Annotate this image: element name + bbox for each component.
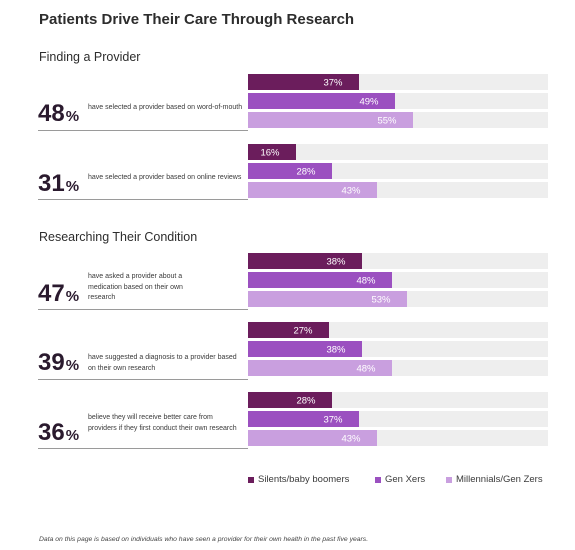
- legend-item-genx: Gen Xers: [375, 474, 425, 485]
- divider: [38, 309, 248, 310]
- legend-swatch: [446, 476, 452, 483]
- stat-description-1: have selected a provider based on word-o…: [88, 104, 243, 111]
- legend-swatch: [248, 476, 254, 483]
- data-label: 27%: [293, 326, 313, 337]
- page-title: Patients Drive Their Care Through Resear…: [39, 11, 355, 28]
- data-label: 16%: [260, 148, 280, 159]
- data-label: 48%: [356, 276, 376, 287]
- stat-percent-sign: %: [65, 108, 80, 125]
- legend-swatch: [375, 476, 381, 483]
- data-label: 43%: [341, 186, 361, 197]
- stat-percent-sign: %: [65, 427, 80, 444]
- section-researching-condition: Researching Their Condition: [39, 230, 198, 244]
- bar: [248, 93, 395, 109]
- bar: [248, 74, 359, 90]
- bar: [248, 144, 296, 160]
- divider: [38, 448, 248, 449]
- legend-label: Silents/baby boomers: [258, 474, 350, 485]
- footnote: Data on this page is based on individual…: [39, 536, 369, 543]
- data-label: 43%: [341, 434, 361, 445]
- bar: [248, 253, 362, 269]
- data-label: 49%: [359, 97, 379, 108]
- stat-value: 31: [38, 170, 65, 197]
- data-label: 37%: [323, 78, 343, 89]
- stat-percent-sign: %: [65, 288, 80, 305]
- stat-description-5: believe they will receive better care fr…: [88, 414, 237, 432]
- bar: [248, 341, 362, 357]
- bar: [248, 322, 329, 338]
- stat-value: 47: [38, 280, 65, 307]
- data-label: 48%: [356, 364, 376, 375]
- data-label: 38%: [326, 345, 346, 356]
- bar: [248, 182, 377, 198]
- stat-description-2: have selected a provider based on online…: [88, 174, 242, 181]
- bar: [248, 291, 407, 307]
- bar-track: [248, 144, 548, 160]
- divider: [38, 199, 248, 200]
- legend-label: Gen Xers: [385, 474, 426, 485]
- bar: [248, 112, 413, 128]
- data-label: 28%: [296, 396, 316, 407]
- stat-percent-3: 47%: [38, 282, 79, 306]
- legend-item-silents: Silents/baby boomers: [248, 474, 349, 485]
- legend-label: Millennials/Gen Zers: [456, 474, 543, 485]
- stat-percent-1: 48%: [38, 102, 79, 126]
- section-finding-provider: Finding a Provider: [39, 50, 141, 64]
- bar: [248, 360, 392, 376]
- legend-item-millennials: Millennials/Gen Zers: [446, 474, 543, 485]
- bar: [248, 411, 359, 427]
- bar: [248, 272, 392, 288]
- divider: [38, 130, 248, 131]
- bar: [248, 163, 332, 179]
- stat-value: 36: [38, 419, 65, 446]
- stat-description-3: have asked a provider about a medication…: [88, 273, 183, 301]
- data-label: 37%: [323, 415, 343, 426]
- data-label: 38%: [326, 257, 346, 268]
- stat-value: 48: [38, 100, 65, 127]
- stat-percent-2: 31%: [38, 172, 79, 196]
- data-label: 53%: [371, 295, 391, 306]
- stat-value: 39: [38, 349, 65, 376]
- stat-description-4: have suggested a diagnosis to a provider…: [88, 354, 237, 372]
- stat-percent-4: 39%: [38, 351, 79, 375]
- bar: [248, 392, 332, 408]
- data-label: 28%: [296, 167, 316, 178]
- stat-percent-sign: %: [65, 178, 80, 195]
- divider: [38, 379, 248, 380]
- data-label: 55%: [377, 116, 397, 127]
- bar: [248, 430, 377, 446]
- stat-percent-sign: %: [65, 357, 80, 374]
- stat-percent-5: 36%: [38, 421, 79, 445]
